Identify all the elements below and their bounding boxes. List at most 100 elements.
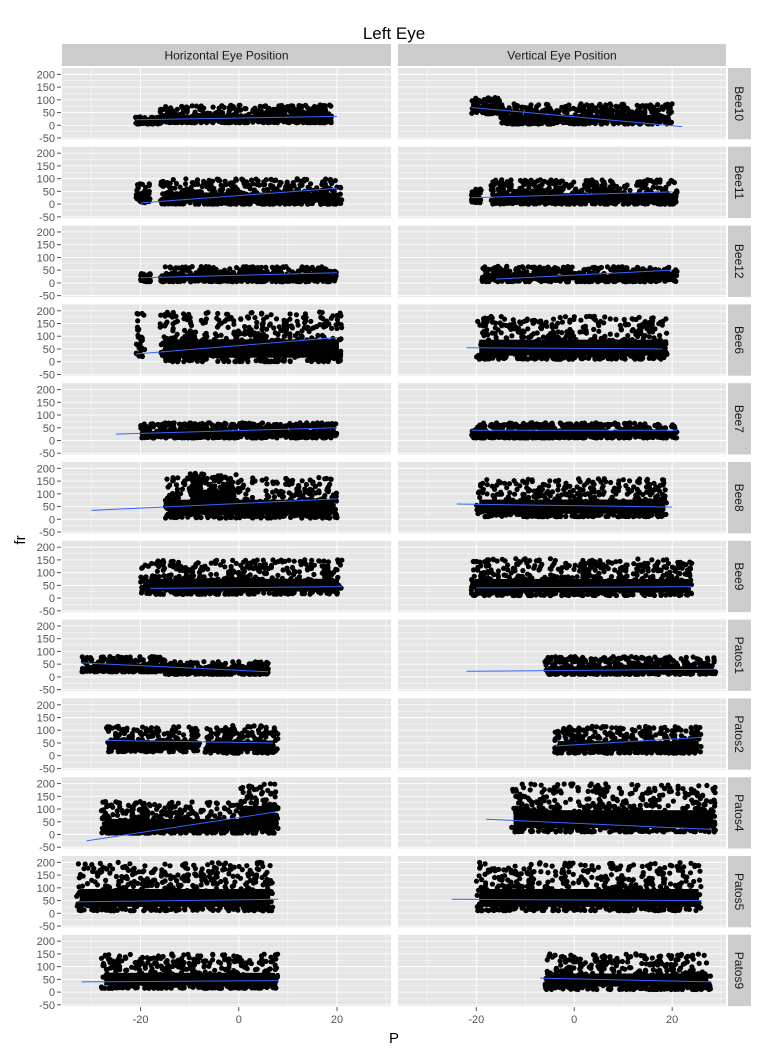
data-point bbox=[673, 199, 678, 204]
data-point bbox=[178, 185, 183, 190]
data-point bbox=[643, 319, 648, 324]
data-point bbox=[655, 102, 660, 107]
data-point bbox=[195, 182, 200, 187]
data-point bbox=[231, 322, 236, 327]
data-point bbox=[596, 109, 601, 114]
data-point bbox=[587, 188, 592, 193]
data-point bbox=[609, 356, 614, 361]
data-point bbox=[602, 335, 607, 340]
data-point bbox=[573, 186, 578, 191]
data-point bbox=[579, 189, 584, 194]
data-point bbox=[222, 319, 227, 324]
data-point bbox=[634, 183, 639, 188]
data-point bbox=[564, 270, 569, 275]
data-point bbox=[320, 333, 325, 338]
data-point bbox=[278, 328, 283, 333]
data-point bbox=[324, 319, 329, 324]
panel-background bbox=[62, 226, 391, 297]
data-point bbox=[279, 180, 284, 185]
data-point bbox=[501, 186, 506, 191]
data-point bbox=[320, 110, 325, 115]
data-point bbox=[475, 319, 480, 324]
data-point bbox=[288, 311, 293, 316]
data-point bbox=[158, 109, 163, 114]
data-point bbox=[303, 270, 308, 275]
data-point bbox=[496, 355, 501, 360]
panel-background bbox=[62, 68, 391, 139]
data-point bbox=[270, 265, 275, 270]
data-point bbox=[183, 264, 188, 269]
data-point bbox=[498, 181, 503, 186]
data-point bbox=[673, 267, 678, 272]
data-point bbox=[660, 323, 665, 328]
data-point bbox=[304, 177, 309, 182]
data-point bbox=[495, 327, 500, 332]
data-point bbox=[287, 331, 292, 336]
data-point bbox=[285, 324, 290, 329]
data-point bbox=[275, 359, 280, 364]
data-point bbox=[242, 324, 247, 329]
data-point bbox=[255, 110, 260, 115]
y-tick-label: -50 bbox=[39, 212, 55, 224]
data-point bbox=[286, 267, 291, 272]
data-point bbox=[569, 183, 574, 188]
data-point bbox=[260, 322, 265, 327]
data-point bbox=[197, 107, 202, 112]
data-point bbox=[623, 185, 628, 190]
data-point bbox=[160, 184, 165, 189]
data-point bbox=[295, 176, 300, 181]
data-point bbox=[508, 182, 513, 187]
data-point bbox=[199, 318, 204, 323]
data-point bbox=[538, 177, 543, 182]
y-tick-label: 100 bbox=[37, 410, 55, 422]
y-tick-label: -50 bbox=[39, 369, 55, 381]
data-point bbox=[644, 186, 649, 191]
data-point bbox=[295, 331, 300, 336]
data-point bbox=[147, 196, 152, 201]
data-point bbox=[660, 104, 665, 109]
data-point bbox=[497, 320, 502, 325]
data-point bbox=[583, 267, 588, 272]
data-point bbox=[170, 321, 175, 326]
data-point bbox=[237, 103, 242, 108]
data-point bbox=[489, 97, 494, 102]
data-point bbox=[567, 355, 572, 360]
data-point bbox=[559, 105, 564, 110]
data-point bbox=[538, 318, 543, 323]
data-point bbox=[285, 106, 290, 111]
data-point bbox=[310, 265, 315, 270]
data-point bbox=[664, 351, 669, 356]
data-point bbox=[224, 312, 229, 317]
y-tick-label: 50 bbox=[43, 423, 55, 435]
y-tick-label: 150 bbox=[37, 161, 55, 173]
y-tick-label: 100 bbox=[37, 331, 55, 343]
data-point bbox=[626, 322, 631, 327]
data-point bbox=[299, 202, 304, 207]
data-point bbox=[267, 323, 272, 328]
data-point bbox=[158, 114, 163, 119]
data-point bbox=[593, 186, 598, 191]
data-point bbox=[564, 329, 569, 334]
data-point bbox=[502, 317, 507, 322]
y-tick-label: 200 bbox=[37, 148, 55, 160]
dense-point-band bbox=[139, 121, 158, 124]
data-point bbox=[215, 311, 220, 316]
data-point bbox=[643, 181, 648, 186]
data-point bbox=[259, 311, 264, 316]
row-strip-label: Bee10 bbox=[732, 86, 746, 121]
data-point bbox=[601, 320, 606, 325]
data-point bbox=[643, 268, 648, 273]
data-point bbox=[299, 181, 304, 186]
data-point bbox=[543, 107, 548, 112]
data-point bbox=[627, 188, 632, 193]
data-point bbox=[270, 184, 275, 189]
data-point bbox=[302, 325, 307, 330]
data-points bbox=[133, 102, 334, 126]
data-point bbox=[308, 181, 313, 186]
data-point bbox=[571, 106, 576, 111]
y-tick-label: 100 bbox=[37, 174, 55, 186]
data-point bbox=[608, 316, 613, 321]
data-point bbox=[474, 354, 479, 359]
data-point bbox=[284, 319, 289, 324]
dense-point-band bbox=[163, 275, 334, 281]
